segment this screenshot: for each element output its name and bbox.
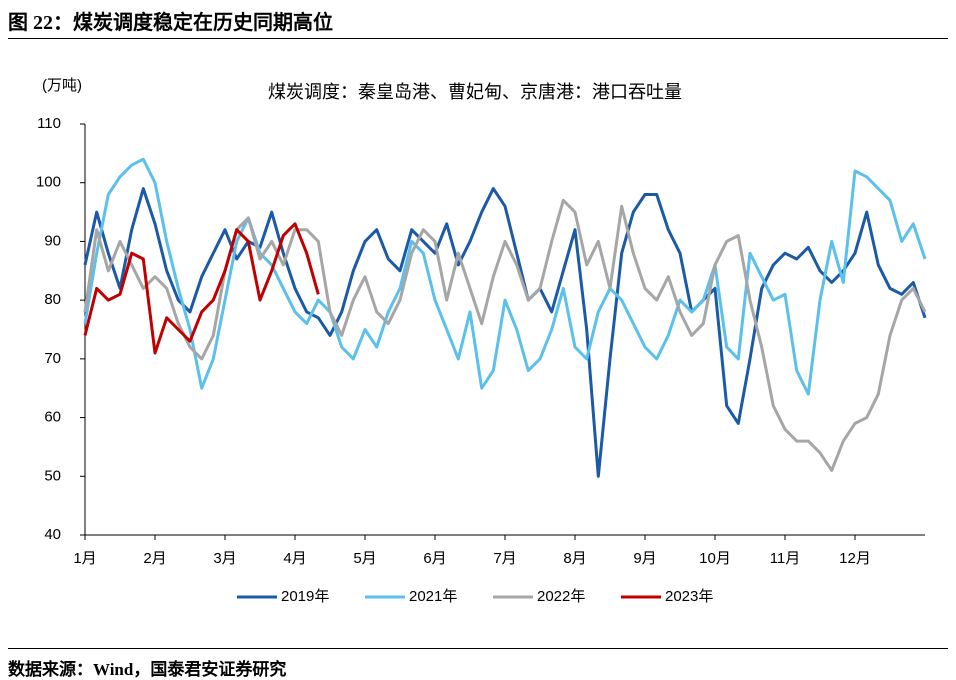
y-tick-label: 110	[37, 115, 61, 132]
source-note: 数据来源：Wind，国泰君安证券研究	[8, 660, 287, 679]
y-tick-label: 70	[44, 350, 61, 367]
x-tick-label: 8月	[563, 550, 586, 567]
bottom-rule	[8, 648, 948, 649]
y-tick-label: 40	[44, 526, 61, 543]
x-tick-label: 5月	[353, 550, 376, 567]
top-rule	[8, 38, 948, 39]
legend-label: 2021年	[409, 588, 457, 605]
y-axis-label: (万吨)	[42, 77, 82, 94]
x-tick-label: 1月	[73, 550, 96, 567]
x-tick-label: 12月	[839, 550, 871, 567]
chart: 煤炭调度：秦皇岛港、曹妃甸、京唐港：港口吞吐量 (万吨) 40 50 60 70 80 9…	[36, 77, 927, 605]
y-tick-label: 80	[44, 291, 61, 308]
y-tick-label: 60	[44, 409, 61, 426]
series-line	[83, 222, 320, 355]
legend-label: 2019年	[281, 588, 329, 605]
x-tick-label: 6月	[423, 550, 446, 567]
x-tick-label: 10月	[699, 550, 731, 567]
x-tick-label: 2月	[143, 550, 166, 567]
document-title: 图 22：煤炭调度稳定在历史同期高位	[8, 12, 333, 34]
series-line	[83, 198, 927, 472]
y-tick-label: 100	[36, 174, 61, 191]
x-tick-label: 11月	[770, 550, 801, 567]
chart-title: 煤炭调度：秦皇岛港、曹妃甸、京唐港：港口吞吐量	[268, 82, 682, 103]
series-line	[83, 187, 927, 478]
x-tick-label: 4月	[283, 550, 306, 567]
y-tick-label: 50	[44, 467, 61, 484]
legend-label: 2022年	[537, 588, 585, 605]
legend-label: 2023年	[665, 588, 713, 605]
x-tick-label: 3月	[213, 550, 236, 567]
series-line	[83, 157, 927, 396]
x-tick-label: 7月	[493, 550, 516, 567]
y-tick-label: 90	[44, 232, 61, 249]
x-tick-label: 9月	[633, 550, 656, 567]
